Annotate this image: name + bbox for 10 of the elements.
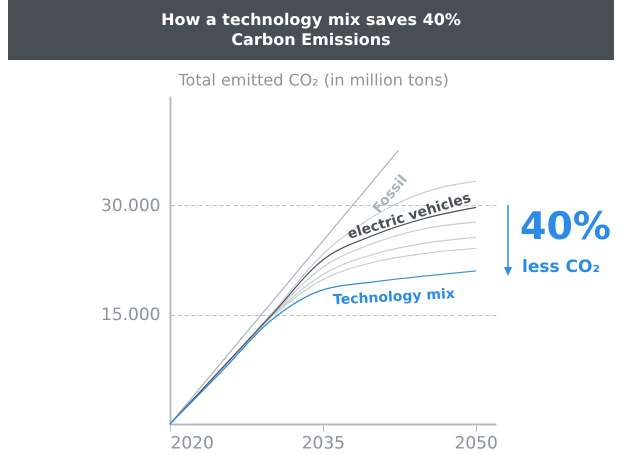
text: less CO₂ [522,256,600,278]
x-tick-label: 2035 [302,434,345,454]
x-tick-label: 2050 [454,434,498,454]
x-tick-label: 2020 [170,434,214,454]
text: 40% [520,204,611,248]
y-tick-label: 15.000 [101,305,160,326]
y-tick-label: 30.000 [101,196,160,216]
chart-title: How a technology mix saves 40% Carbon Emissions [160,10,462,50]
y-axis-title: Total emitted CO₂ (in million tons) [178,70,449,90]
series-label: Technology mix [332,286,456,308]
